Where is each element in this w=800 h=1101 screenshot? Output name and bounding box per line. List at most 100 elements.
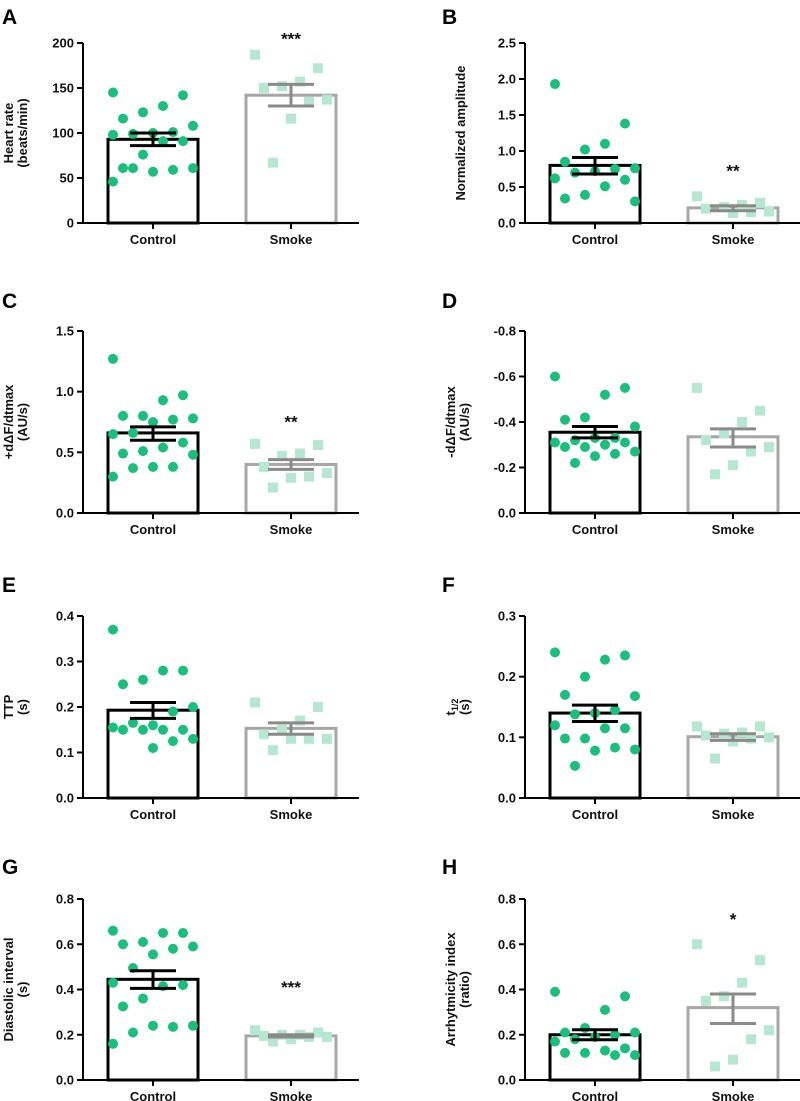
- panel-letter: B: [442, 6, 457, 29]
- x-tick-label: Control: [572, 1089, 618, 1101]
- data-point-control: [138, 724, 148, 735]
- data-point-control: [620, 382, 630, 393]
- y-axis-label: TTP: [1, 694, 16, 719]
- data-point-control: [600, 654, 610, 665]
- data-point-smoke: [322, 467, 332, 478]
- data-point-smoke: [313, 702, 323, 712]
- data-point-smoke: [313, 440, 323, 451]
- significance-marker: **: [726, 161, 740, 180]
- significance-marker: **: [284, 413, 298, 432]
- data-point-control: [118, 1001, 128, 1012]
- panel-letter: D: [442, 290, 457, 313]
- data-point-control: [158, 927, 168, 938]
- y-tick-label: 0.2: [498, 669, 516, 684]
- data-point-smoke: [692, 191, 702, 202]
- x-tick-label: Control: [130, 522, 176, 537]
- data-point-smoke: [250, 438, 260, 449]
- data-point-control: [610, 742, 620, 753]
- data-point-smoke: [746, 733, 756, 744]
- data-point-smoke: [701, 730, 711, 741]
- data-point-smoke: [710, 469, 720, 480]
- data-point-control: [620, 991, 630, 1002]
- data-point-control: [550, 437, 560, 448]
- error-bar-smoke: [268, 1033, 314, 1039]
- y-axis-label: (ratio): [457, 971, 472, 1008]
- y-axis-label: Arrhytmicity index: [443, 932, 458, 1047]
- data-point-control: [178, 665, 188, 676]
- data-point-control: [580, 144, 590, 155]
- data-point-control: [108, 429, 118, 440]
- data-point-control: [550, 173, 560, 184]
- data-point-control: [118, 939, 128, 950]
- panel-d: D 0.0 -0.2 -0.4 -0.6 -0.8 Control Smoke -dΔF/dtm…: [442, 290, 800, 537]
- data-point-control: [610, 705, 620, 716]
- x-tick-label: Control: [130, 807, 176, 822]
- data-point-smoke: [268, 1036, 278, 1047]
- y-tick-label: 1.5: [56, 324, 74, 339]
- y-tick-label: 0.5: [498, 180, 516, 195]
- x-tick-label: Smoke: [712, 807, 755, 822]
- data-point-smoke: [755, 197, 765, 208]
- y-tick-label: -0.2: [494, 460, 516, 475]
- panel-a: A 0 50 100 150 200 Control Smoke Heart rate (beat…: [1, 6, 359, 247]
- data-point-control: [560, 414, 570, 425]
- data-point-control: [560, 689, 570, 700]
- y-axis-label: (AU/s): [457, 403, 472, 441]
- data-point-control: [128, 717, 138, 728]
- data-point-control: [178, 390, 188, 401]
- data-point-control: [148, 949, 158, 960]
- x-tick-label: Smoke: [712, 232, 755, 247]
- y-axis-label: -dΔF/dtmax: [443, 386, 458, 458]
- data-point-control: [188, 413, 198, 424]
- data-point-smoke: [268, 157, 278, 168]
- data-point-smoke: [692, 721, 702, 732]
- error-bar-control: [130, 425, 176, 442]
- panel-letter: E: [2, 574, 16, 597]
- y-axis-label-subscript: 1/2: [450, 699, 460, 712]
- data-point-control: [108, 471, 118, 482]
- data-point-smoke: [277, 450, 287, 461]
- data-point-control: [118, 113, 128, 124]
- y-tick-label: 0.2: [498, 1027, 516, 1042]
- y-tick-label: 0.4: [56, 982, 75, 997]
- data-point-control: [158, 442, 168, 453]
- data-point-smoke: [755, 955, 765, 966]
- error-bar-control: [572, 703, 618, 724]
- data-point-control: [580, 671, 590, 682]
- data-point-control: [560, 733, 570, 744]
- y-axis-label: Diastolic interval: [1, 937, 16, 1041]
- data-point-smoke: [737, 977, 747, 988]
- y-axis-label: (AU/s): [15, 403, 30, 441]
- data-point-smoke: [295, 448, 305, 459]
- data-point-control: [108, 1038, 118, 1049]
- data-point-control: [550, 720, 560, 731]
- y-tick-label: 0.8: [498, 892, 516, 907]
- data-point-smoke: [259, 1030, 269, 1041]
- y-tick-label: 1.0: [56, 384, 74, 399]
- data-point-control: [128, 463, 138, 474]
- data-point-smoke: [322, 1032, 332, 1043]
- data-point-control: [158, 136, 168, 147]
- x-tick-label: Smoke: [712, 522, 755, 537]
- y-axis-label: +dΔF/dtmax: [1, 384, 16, 459]
- y-tick-label: 150: [52, 81, 74, 96]
- data-point-smoke: [710, 753, 720, 764]
- data-point-control: [550, 79, 560, 90]
- x-tick-label: Smoke: [270, 522, 313, 537]
- y-tick-label: 0: [67, 216, 74, 231]
- data-point-smoke: [746, 1034, 756, 1045]
- panel-c: C 0.0 0.5 1.0 1.5 Control Smoke +dΔF/dtmax (AU/s…: [1, 290, 359, 537]
- y-tick-label: 2.5: [498, 36, 516, 51]
- panel-h: H 0.0 0.2 0.4 0.6 0.8 Control Smoke Arrhytmicity…: [442, 856, 800, 1101]
- y-tick-label: 0.3: [498, 609, 516, 624]
- data-point-control: [560, 156, 570, 167]
- data-point-smoke: [250, 49, 260, 60]
- data-point-control: [178, 927, 188, 938]
- data-point-smoke: [277, 81, 287, 92]
- x-tick-label: Smoke: [270, 1089, 313, 1101]
- data-point-control: [560, 193, 570, 204]
- data-point-control: [108, 353, 118, 364]
- data-point-smoke: [286, 113, 296, 124]
